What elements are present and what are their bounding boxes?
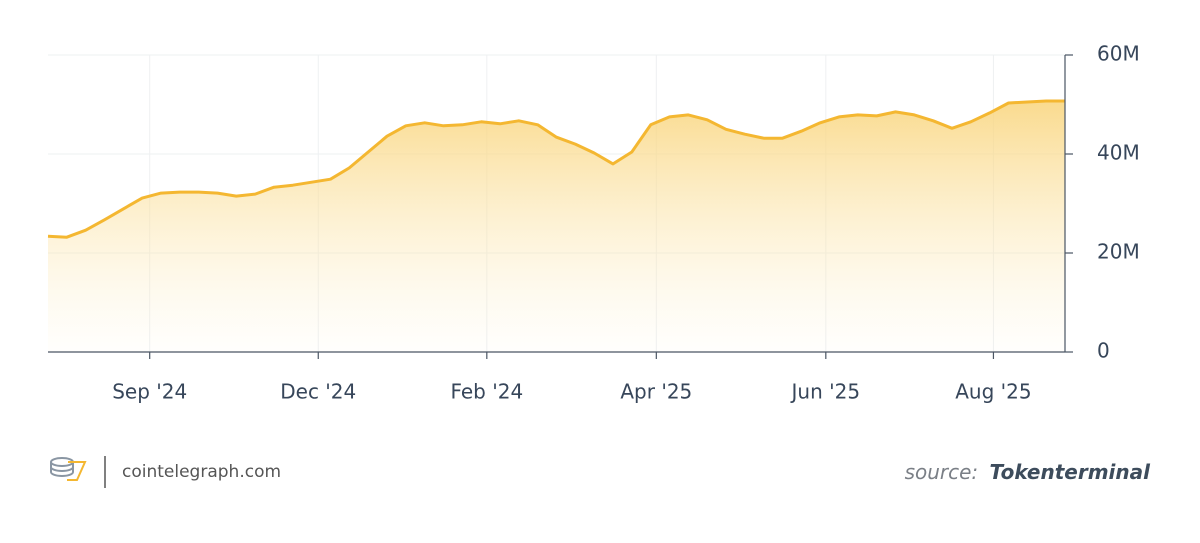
site-name: cointelegraph.com [122,462,281,482]
source: source: Tokenterminal [905,460,1152,484]
source-name: Tokenterminal [990,460,1152,484]
x-tick-label: Apr '25 [620,380,692,404]
x-tick-label: Dec '24 [280,380,356,404]
source-label: source: [905,460,979,484]
x-tick-label: Jun '25 [790,380,861,404]
logo [50,457,87,481]
x-tick-label: Feb '24 [450,380,523,404]
y-tick-label: 0 [1097,339,1110,363]
y-tick-label: 40M [1097,141,1140,165]
line [47,99,1065,239]
area-fill [48,101,1065,352]
y-tick-label: 20M [1097,240,1140,264]
x-tick-label: Aug '25 [955,380,1031,404]
y-tick-label: 60M [1097,42,1140,66]
x-tick-label: Sep '24 [112,380,187,404]
